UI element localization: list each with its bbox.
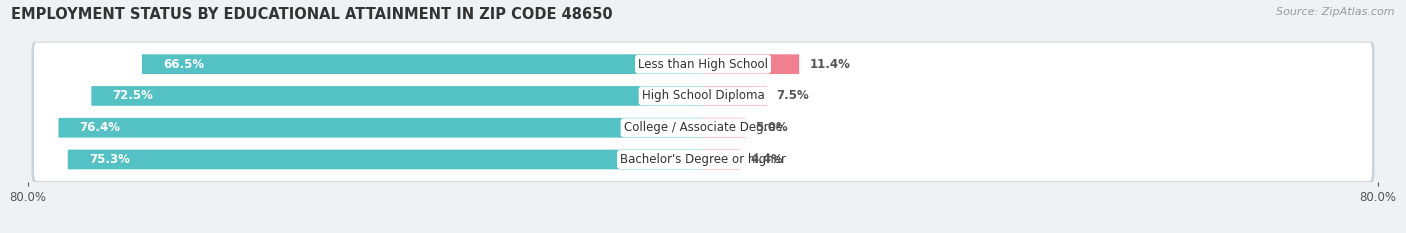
FancyBboxPatch shape [59,118,703,137]
FancyBboxPatch shape [34,74,1372,118]
Legend: In Labor Force, Unemployed: In Labor Force, Unemployed [586,229,820,233]
Text: 76.4%: 76.4% [80,121,121,134]
FancyBboxPatch shape [34,138,1372,181]
FancyBboxPatch shape [703,54,799,74]
Text: 75.3%: 75.3% [89,153,129,166]
Text: Source: ZipAtlas.com: Source: ZipAtlas.com [1277,7,1395,17]
Text: 66.5%: 66.5% [163,58,204,71]
FancyBboxPatch shape [31,105,1375,150]
Text: High School Diploma: High School Diploma [641,89,765,103]
FancyBboxPatch shape [31,137,1375,182]
Text: 72.5%: 72.5% [112,89,153,103]
Text: Less than High School: Less than High School [638,58,768,71]
Text: 11.4%: 11.4% [810,58,851,71]
Text: EMPLOYMENT STATUS BY EDUCATIONAL ATTAINMENT IN ZIP CODE 48650: EMPLOYMENT STATUS BY EDUCATIONAL ATTAINM… [11,7,613,22]
Text: College / Associate Degree: College / Associate Degree [624,121,782,134]
FancyBboxPatch shape [703,118,745,137]
FancyBboxPatch shape [91,86,703,106]
FancyBboxPatch shape [31,42,1375,87]
FancyBboxPatch shape [34,106,1372,149]
FancyBboxPatch shape [34,43,1372,86]
FancyBboxPatch shape [31,73,1375,119]
Text: 5.0%: 5.0% [755,121,787,134]
FancyBboxPatch shape [703,150,740,169]
Text: 7.5%: 7.5% [776,89,808,103]
FancyBboxPatch shape [703,86,766,106]
FancyBboxPatch shape [67,150,703,169]
Text: Bachelor's Degree or higher: Bachelor's Degree or higher [620,153,786,166]
FancyBboxPatch shape [142,54,703,74]
Text: 4.4%: 4.4% [751,153,783,166]
